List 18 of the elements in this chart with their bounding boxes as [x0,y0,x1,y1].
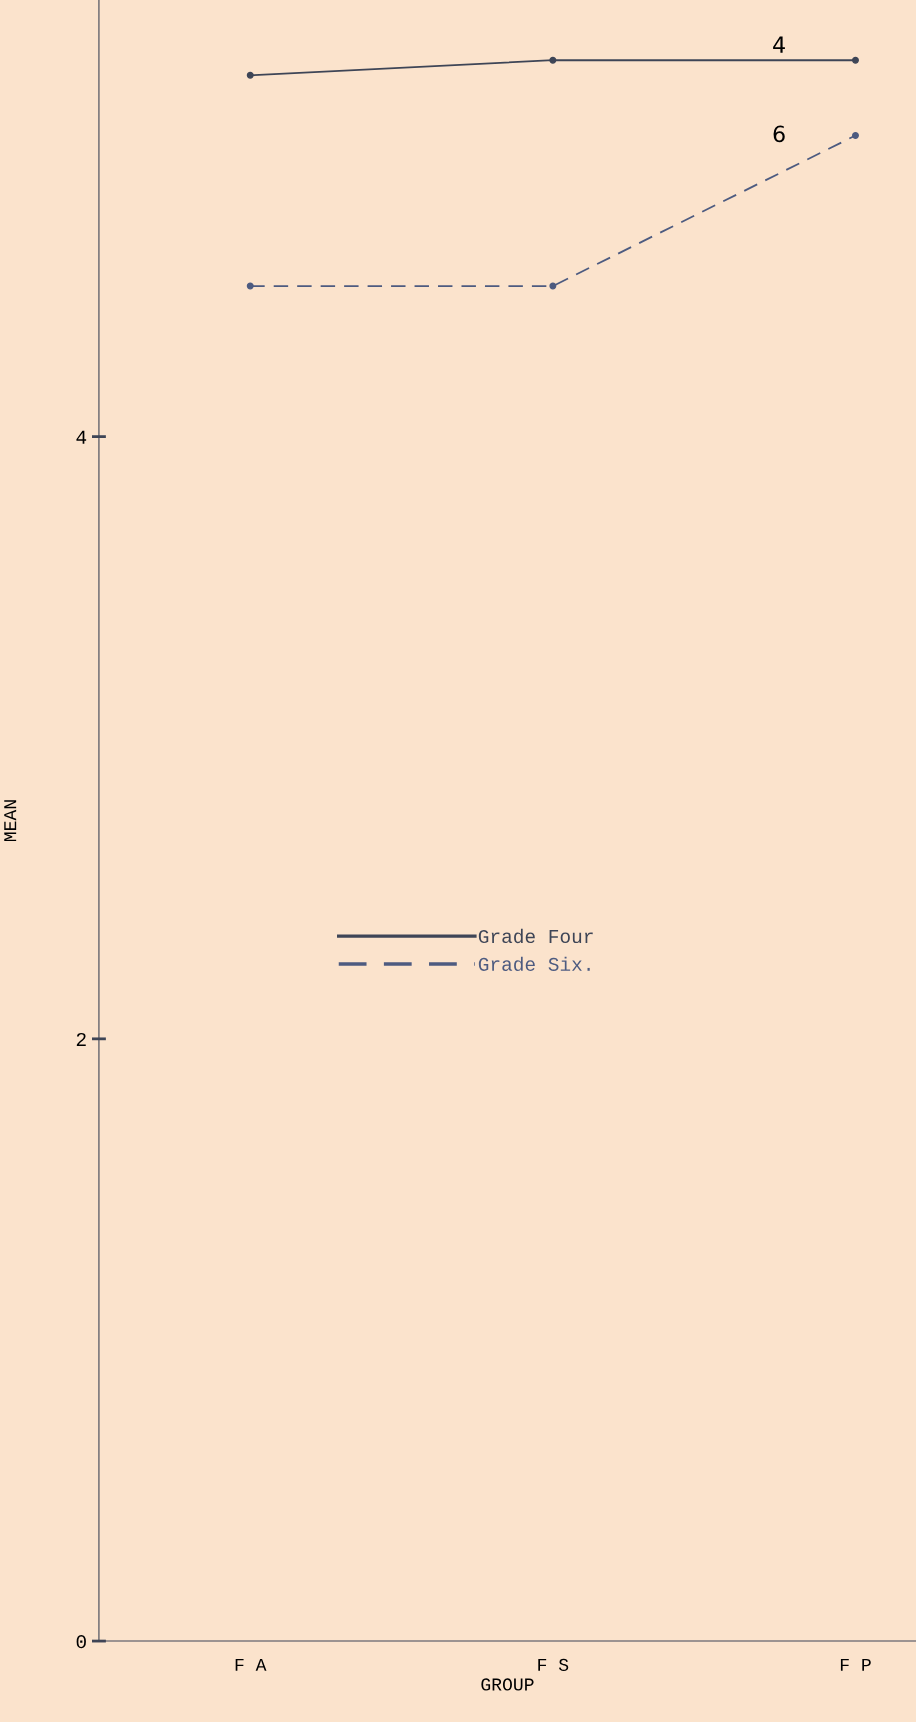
x-tick-label: F A [235,1658,267,1671]
point [246,71,254,79]
point [852,132,859,139]
y-tick-label: 0 [76,1635,86,1649]
annotation: 4 [773,36,785,53]
annotation: 6 [773,125,785,143]
x-axis-title: GROUP [481,1678,534,1691]
y-tick-label: 2 [76,1032,86,1046]
y-axis-title: MEAN [4,800,17,842]
x-tick-label: F S [538,1658,569,1671]
point [549,282,557,290]
text: Grade Four [478,928,593,944]
x-tick-label: F P [840,1658,871,1671]
y-tick-label: 4 [76,430,87,444]
point [246,282,254,290]
text: Grade Six. [478,956,590,972]
point [549,56,557,64]
point [852,56,859,64]
